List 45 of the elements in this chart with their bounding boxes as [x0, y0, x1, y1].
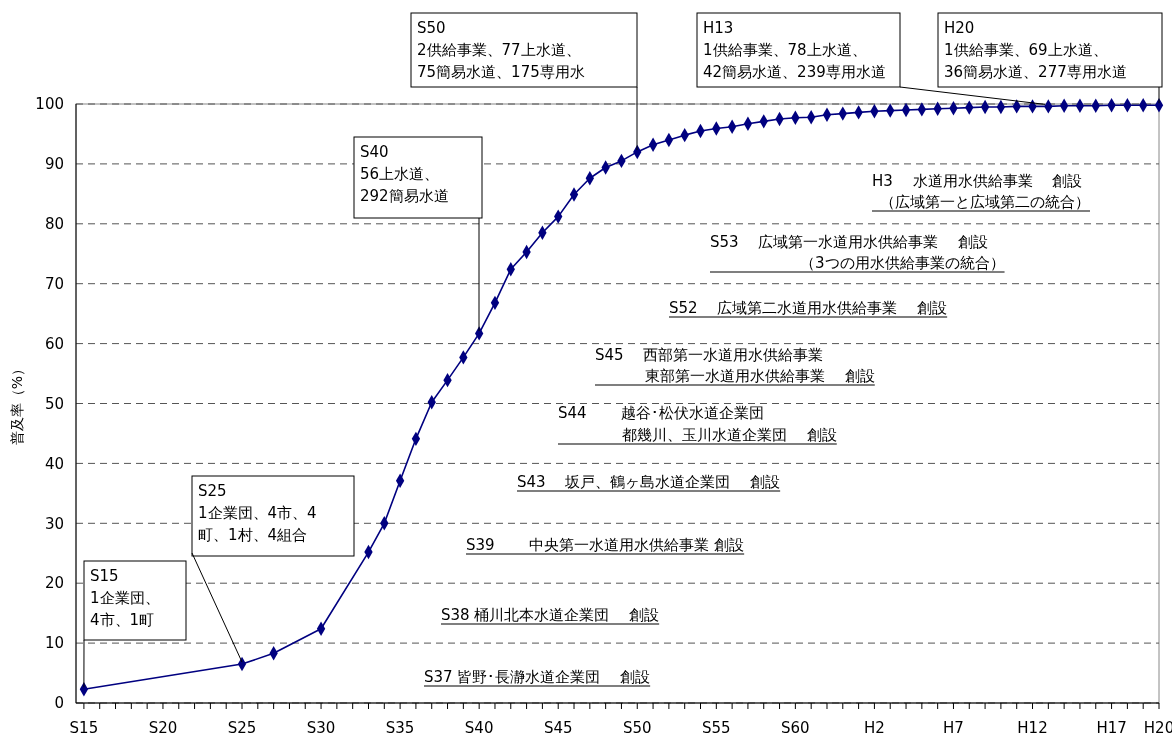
annotation: S37 皆野･長瀞水道企業団 創設 — [424, 668, 651, 686]
x-tick-label: S50 — [622, 719, 652, 737]
annotation: S38 桶川北本水道企業団 創設 — [441, 606, 660, 624]
y-tick-label: 80 — [44, 215, 64, 234]
annotation: S53 広域第一水道用水供給事業 創設 — [710, 233, 989, 251]
annotation: S40 56上水道、 292簡易水道 — [360, 143, 449, 205]
x-tick-label: S60 — [781, 719, 810, 737]
x-tick-label: H2 — [864, 719, 885, 737]
y-axis-title: 普及率（%） — [9, 361, 25, 446]
y-tick-label: 70 — [44, 274, 64, 293]
x-tick-label: S30 — [306, 719, 336, 737]
x-tick-label: S15 — [69, 719, 99, 737]
y-tick-label: 20 — [44, 574, 64, 593]
annotation: 都幾川、玉川水道企業団 創設 — [622, 426, 837, 444]
annotation: S39 中央第一水道用水供給事業 創設 — [466, 536, 745, 554]
x-tick-label: S25 — [227, 719, 257, 737]
annotation: S44 越谷･松伏水道企業団 — [558, 404, 765, 422]
x-tick-label: S20 — [148, 719, 178, 737]
x-tick-label: S35 — [385, 719, 415, 737]
x-tick-label: S40 — [464, 719, 494, 737]
annotation: （広域第一と広域第二の統合） — [880, 193, 1090, 211]
annotation: H20 1供給事業、69上水道、 36簡易水道、277専用水道 — [944, 19, 1127, 81]
annotation: S43 坂戸、鶴ヶ島水道企業団 創設 — [517, 473, 781, 491]
y-tick-label: 30 — [44, 514, 64, 533]
y-tick-label: 60 — [44, 334, 64, 353]
annotation: H13 1供給事業、78上水道、 42簡易水道、239専用水道 — [703, 19, 886, 81]
annotation: S45 西部第一水道用水供給事業 — [595, 346, 824, 364]
annotation: S15 1企業団、 4市、1町 — [90, 567, 160, 629]
y-tick-label: 40 — [44, 454, 64, 473]
x-tick-label: H12 — [1017, 719, 1048, 737]
y-tick-label: 50 — [44, 394, 64, 413]
y-tick-label: 90 — [44, 155, 64, 174]
text: S50 2供給事業、77上水道、 75簡易水道、175専用水 — [417, 19, 585, 81]
y-tick-label: 10 — [44, 634, 64, 653]
annotation: H3 水道用水供給事業 創設 — [872, 172, 1083, 190]
annotation: （3つの用水供給事業の統合） — [800, 254, 1005, 272]
annotation: 東部第一水道用水供給事業 創設 — [645, 367, 875, 385]
annotation: S52 広域第二水道用水供給事業 創設 — [669, 299, 948, 317]
x-tick-label: H7 — [943, 719, 964, 737]
x-tick-label: H17 — [1096, 719, 1127, 737]
y-tick-label: 0 — [54, 694, 64, 713]
x-tick-label: S45 — [543, 719, 573, 737]
x-tick-label: S55 — [702, 719, 731, 737]
y-tick-label: 100 — [35, 95, 64, 114]
annotation: S25 1企業団、4市、4 町、1村、4組合 — [198, 482, 317, 544]
